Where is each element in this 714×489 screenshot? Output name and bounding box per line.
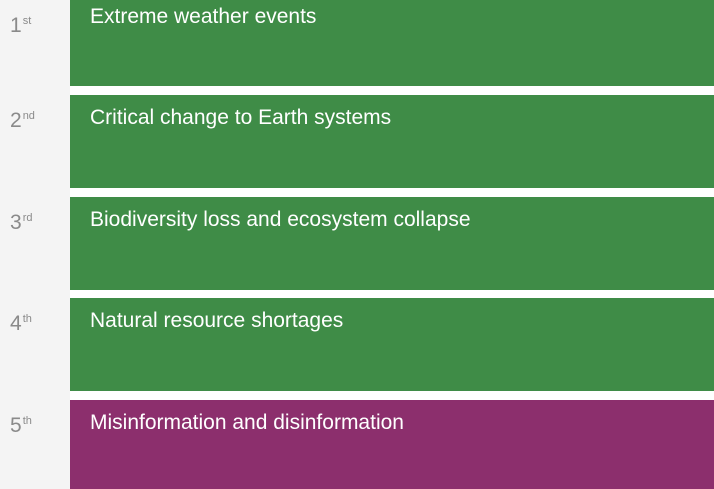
rank: 4th (10, 312, 32, 336)
rank-number: 5 (10, 414, 22, 437)
rank-number: 4 (10, 312, 22, 335)
risk-bar: Natural resource shortages (70, 298, 714, 391)
rank: 3rd (10, 211, 32, 235)
rank-suffix: nd (22, 110, 35, 122)
risk-row: 3rd Biodiversity loss and ecosystem coll… (0, 197, 714, 290)
rank-suffix: rd (22, 212, 33, 224)
rank-number: 2 (10, 109, 22, 132)
risk-label: Extreme weather events (90, 5, 317, 28)
risk-label: Critical change to Earth systems (90, 106, 392, 129)
rank-suffix: st (22, 15, 32, 27)
risk-row: 5th Misinformation and disinformation (0, 400, 714, 489)
risk-label: Misinformation and disinformation (90, 411, 404, 434)
rank: 1st (10, 14, 31, 38)
risk-bar: Critical change to Earth systems (70, 95, 714, 188)
risk-label: Biodiversity loss and ecosystem collapse (90, 208, 471, 231)
risk-label: Natural resource shortages (90, 309, 344, 332)
rank-number: 3 (10, 211, 22, 234)
rank-column (0, 0, 70, 489)
risk-row: 2nd Critical change to Earth systems (0, 95, 714, 188)
risk-row: 1st Extreme weather events (0, 0, 714, 86)
rank-suffix: th (22, 313, 32, 325)
risk-bar: Extreme weather events (70, 0, 714, 86)
risk-row: 4th Natural resource shortages (0, 298, 714, 391)
rank: 5th (10, 414, 32, 438)
rank-suffix: th (22, 415, 32, 427)
rank: 2nd (10, 109, 35, 133)
risk-bar: Biodiversity loss and ecosystem collapse (70, 197, 714, 290)
risk-bar: Misinformation and disinformation (70, 400, 714, 489)
rank-number: 1 (10, 14, 22, 37)
